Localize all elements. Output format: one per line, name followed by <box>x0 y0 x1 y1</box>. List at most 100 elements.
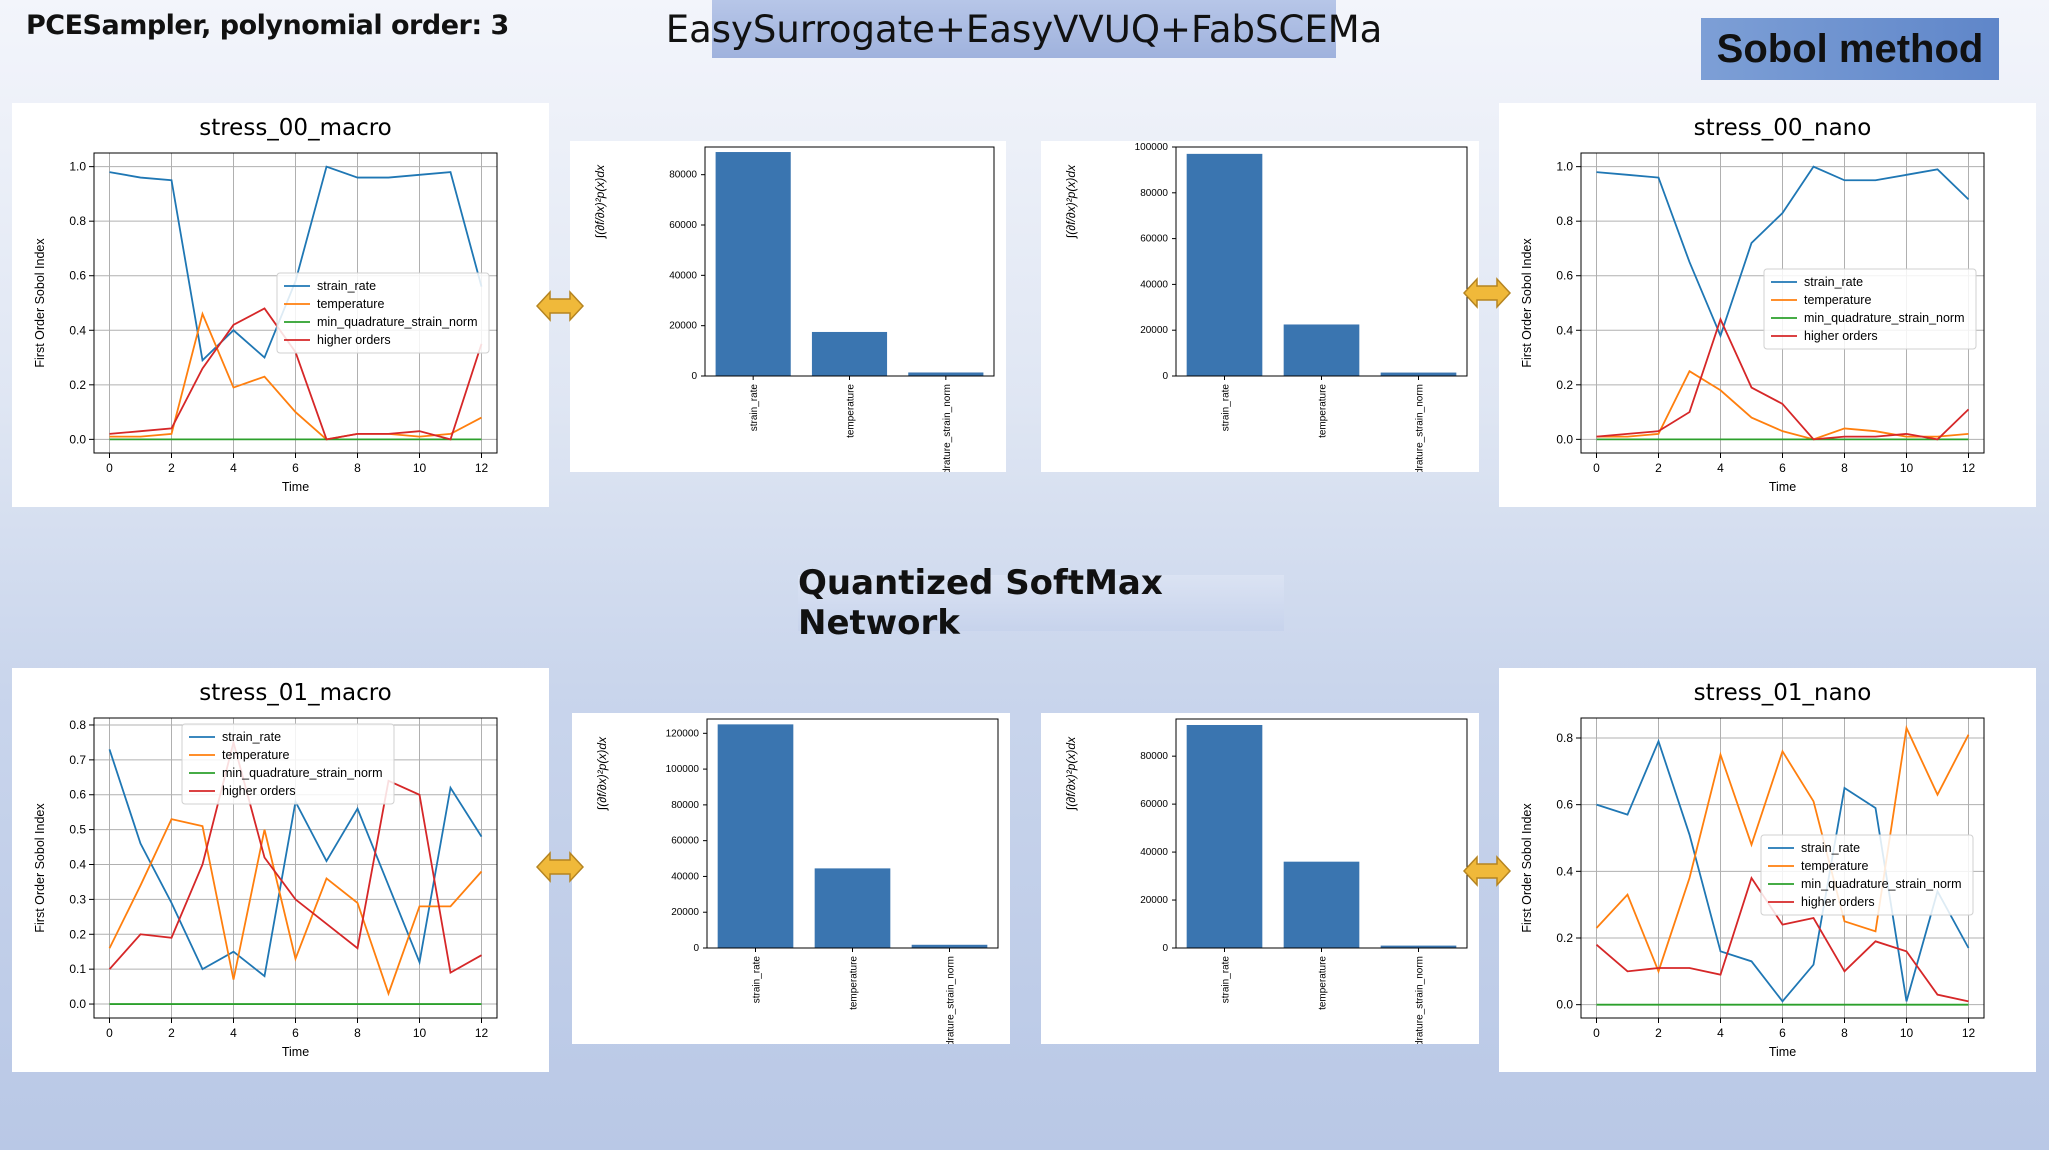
chart-stress-01-macro: stress_01_macro 0 2 4 6 8 10 12 0.0 0.1 0.2 0.3 0.4 0… <box>12 668 549 1072</box>
y-tick-label: 100000 <box>1135 142 1169 153</box>
chart-stress-00-macro: stress_00_macro 0 2 4 6 8 10 12 0.0 0.2 0.4 0.6 0.8 1… <box>12 103 549 507</box>
double-arrow-icon <box>536 851 584 883</box>
plot-frame <box>93 152 498 454</box>
x-tick-label: temperature <box>846 384 857 438</box>
legend-entry: min_quadrature_strain_norm <box>1801 877 1962 891</box>
y-tick-label: 0.8 <box>1556 731 1573 745</box>
legend-entry: temperature <box>1804 293 1871 307</box>
method-banner: Sobol method <box>1701 18 1999 80</box>
x-tick-label: 12 <box>1962 1026 1976 1040</box>
x-tick-label: strain_rate <box>1221 956 1232 1004</box>
line-chart-svg: stress_00_macro 0 2 4 6 8 10 12 0.0 0.2 0.4 0.6 0.8 1… <box>33 115 498 494</box>
plot-frame <box>93 717 498 1019</box>
plot-frame <box>1175 718 1468 949</box>
y-tick-label: 0.2 <box>69 927 86 941</box>
line-chart-svg: stress_00_nano 0 2 4 6 8 10 12 0.0 0.2 0.4 0.6 0.8 1.… <box>1520 115 1985 494</box>
x-tick-label: 6 <box>1779 1026 1786 1040</box>
bar-min-quadrature-strain-norm <box>1380 372 1457 376</box>
x-tick-label: strain_rate <box>752 956 763 1004</box>
y-tick-label: 0.0 <box>1556 998 1573 1012</box>
y-tick-label: 60000 <box>671 836 699 847</box>
bar-temperature <box>814 868 891 948</box>
bar-strain-rate <box>717 724 794 948</box>
x-tick-label: min_quadrature_strain_norm <box>946 956 957 1044</box>
x-tick-label: 6 <box>292 461 299 475</box>
chart-stress-00-nano: stress_00_nano 0 2 4 6 8 10 12 0.0 0.2 0.4 0.6 0.8 1.… <box>1499 103 2036 507</box>
bar-min-quadrature-strain-norm <box>911 944 988 948</box>
x-tick-label: 12 <box>475 461 489 475</box>
sampler-label: PCESampler, polynomial order: 3 <box>26 10 509 41</box>
legend-box <box>1760 834 1974 916</box>
y-tick-label: 0 <box>691 371 697 382</box>
y-tick-label: 20000 <box>1140 895 1168 906</box>
x-tick-label: temperature <box>1318 384 1329 438</box>
x-tick-label: 0 <box>106 1026 113 1040</box>
bar-chart-svg: 0 20000 40000 60000 80000 strain_rate temperat… <box>1064 718 1468 1044</box>
y-axis-label: First Order Sobol Index <box>33 238 47 368</box>
y-tick-label: 120000 <box>666 728 700 739</box>
y-tick-label: 20000 <box>669 321 697 332</box>
y-tick-label: 0.2 <box>69 378 86 392</box>
x-tick-label: temperature <box>1318 956 1329 1010</box>
y-tick-label: 0.6 <box>69 269 86 283</box>
legend-entry: min_quadrature_strain_norm <box>317 315 478 329</box>
y-tick-label: 60000 <box>1140 799 1168 810</box>
x-tick-label: 2 <box>168 1026 175 1040</box>
bar-temperature <box>1283 324 1360 376</box>
legend-entry: min_quadrature_strain_norm <box>222 766 383 780</box>
y-tick-label: 0.4 <box>1556 323 1573 337</box>
chart-title: stress_00_macro <box>199 115 392 141</box>
y-tick-label: 0.6 <box>69 788 86 802</box>
y-tick-label: 0.7 <box>69 753 86 767</box>
y-tick-label: 0.8 <box>69 214 86 228</box>
x-tick-label: 4 <box>230 1026 237 1040</box>
x-axis-label: Time <box>282 1045 309 1059</box>
x-tick-label: 2 <box>1655 461 1662 475</box>
legend-entry: strain_rate <box>1801 841 1860 855</box>
plot-frame <box>1580 717 1985 1019</box>
line-chart-svg: stress_01_macro 0 2 4 6 8 10 12 0.0 0.1 0.2 0.3 0.4 0… <box>33 680 498 1059</box>
y-tick-label: 0 <box>1162 943 1168 954</box>
chart-bar-00-right: 0 20000 40000 60000 80000 100000 strain_rate te… <box>1041 141 1479 472</box>
y-tick-label: 40000 <box>1140 279 1168 290</box>
legend-entry: min_quadrature_strain_norm <box>1804 311 1965 325</box>
series-line-temperature <box>108 818 483 997</box>
y-tick-label: 0 <box>1162 371 1168 382</box>
chart-bar-00-left: 0 20000 40000 60000 80000 strain_rate temperat… <box>570 141 1006 472</box>
series-line-higher-orders <box>1595 875 1969 1003</box>
series-line-higher-orders <box>108 738 482 975</box>
x-tick-label: 10 <box>1900 1026 1914 1040</box>
series-line-temperature <box>1595 724 1970 974</box>
y-tick-label: 0 <box>693 943 699 954</box>
y-axis-label: ∫(∂f/∂x)²p(x)dx <box>595 736 609 811</box>
x-tick-label: 8 <box>1841 1026 1848 1040</box>
legend-entry: temperature <box>1801 859 1868 873</box>
bar-strain-rate <box>715 152 791 376</box>
bar-chart-svg: 0 20000 40000 60000 80000 strain_rate temperat… <box>593 146 995 472</box>
series-line-temperature <box>109 311 482 441</box>
y-axis-label: First Order Sobol Index <box>33 803 47 933</box>
y-tick-label: 0.4 <box>69 858 86 872</box>
y-tick-label: 60000 <box>669 220 697 231</box>
y-tick-label: 40000 <box>669 270 697 281</box>
tools-banner: EasySurrogate+EasyVVUQ+FabSCEMa <box>666 0 1382 58</box>
y-tick-label: 1.0 <box>1556 160 1573 174</box>
y-tick-label: 0.0 <box>69 432 86 446</box>
chart-stress-01-nano: stress_01_nano 0 2 4 6 8 10 12 0.0 0.2 0.4 0.6 0.8 Ti… <box>1499 668 2036 1072</box>
chart-title: stress_00_nano <box>1694 115 1872 141</box>
x-tick-label: temperature <box>849 956 860 1010</box>
x-axis-label: Time <box>1769 480 1796 494</box>
legend-entry: higher orders <box>1804 329 1878 343</box>
y-tick-label: 60000 <box>1140 234 1168 245</box>
y-tick-label: 80000 <box>669 170 697 181</box>
legend-entry: strain_rate <box>317 279 376 293</box>
chart-title: stress_01_nano <box>1694 680 1872 706</box>
x-tick-label: 8 <box>354 1026 361 1040</box>
bar-strain-rate <box>1186 724 1263 948</box>
y-tick-label: 20000 <box>671 907 699 918</box>
y-tick-label: 0.6 <box>1556 798 1573 812</box>
legend-entry: temperature <box>222 748 289 762</box>
x-tick-label: 2 <box>168 461 175 475</box>
x-tick-label: min_quadrature_strain_norm <box>1415 956 1426 1044</box>
x-tick-label: 4 <box>1717 461 1724 475</box>
